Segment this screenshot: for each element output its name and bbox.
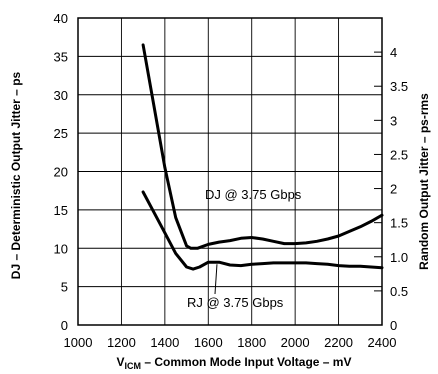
y-right-tick-label: 4 <box>390 45 397 60</box>
y-axis-left-label: DJ – Deterministic Output Jitter – ps <box>9 71 23 279</box>
y-right-tick-label: 0.5 <box>390 284 408 299</box>
x-axis-label-rest: – Common Mode Input Voltage – mV <box>141 355 351 369</box>
y-left-tick-label: 25 <box>54 126 68 141</box>
y-left-tick-label: 40 <box>54 11 68 26</box>
x-tick-label: 1800 <box>237 335 266 350</box>
y-right-tick-label: 1.5 <box>390 216 408 231</box>
x-axis-label-prefix: V <box>117 355 125 369</box>
y-right-tick-label: 2.5 <box>390 147 408 162</box>
annotation-rj: RJ @ 3.75 Gbps <box>187 295 284 310</box>
annotation-rj-leader <box>214 264 218 295</box>
annotation-dj: DJ @ 3.75 Gbps <box>205 187 302 202</box>
x-axis-label: VICM – Common Mode Input Voltage – mV <box>117 355 352 371</box>
x-tick-label: 2400 <box>368 335 397 350</box>
y-left-tick-label: 10 <box>54 241 68 256</box>
series-line-rj <box>141 190 384 271</box>
y-right-tick-label: 3.5 <box>390 79 408 94</box>
y-left-tick-label: 30 <box>54 88 68 103</box>
x-tick-label: 2000 <box>281 335 310 350</box>
y-left-tick-labels: 0 5 10 15 20 25 30 35 40 <box>54 11 68 333</box>
y-right-tick-label: 2 <box>390 182 397 197</box>
y-left-tick-label: 5 <box>61 280 68 295</box>
y-right-tick-label: 1.0 <box>390 250 408 265</box>
series-line-dj <box>141 43 384 250</box>
x-tick-label: 1600 <box>194 335 223 350</box>
y-right-tick-label: 0 <box>390 318 397 333</box>
y-right-tick-labels: 0 0.5 1.0 1.5 2 2.5 3 3.5 4 <box>374 45 408 333</box>
grid <box>78 18 382 325</box>
x-tick-label: 1000 <box>64 335 93 350</box>
y-left-tick-label: 0 <box>61 318 68 333</box>
plot-frame <box>77 17 383 326</box>
x-axis-label-sub: ICM <box>125 361 142 371</box>
y-left-tick-label: 15 <box>54 203 68 218</box>
x-tick-label: 2200 <box>324 335 353 350</box>
series-lines <box>141 43 384 271</box>
y-left-tick-label: 35 <box>54 49 68 64</box>
x-tick-labels: 1000 1200 1400 1600 1800 2000 2200 2400 <box>64 335 397 350</box>
y-right-tick-label: 3 <box>390 113 397 128</box>
x-tick-label: 1400 <box>150 335 179 350</box>
y-axis-right-label: Random Output Jitter – ps-rms <box>417 93 431 270</box>
y-left-tick-label: 20 <box>54 165 68 180</box>
x-tick-label: 1200 <box>107 335 136 350</box>
